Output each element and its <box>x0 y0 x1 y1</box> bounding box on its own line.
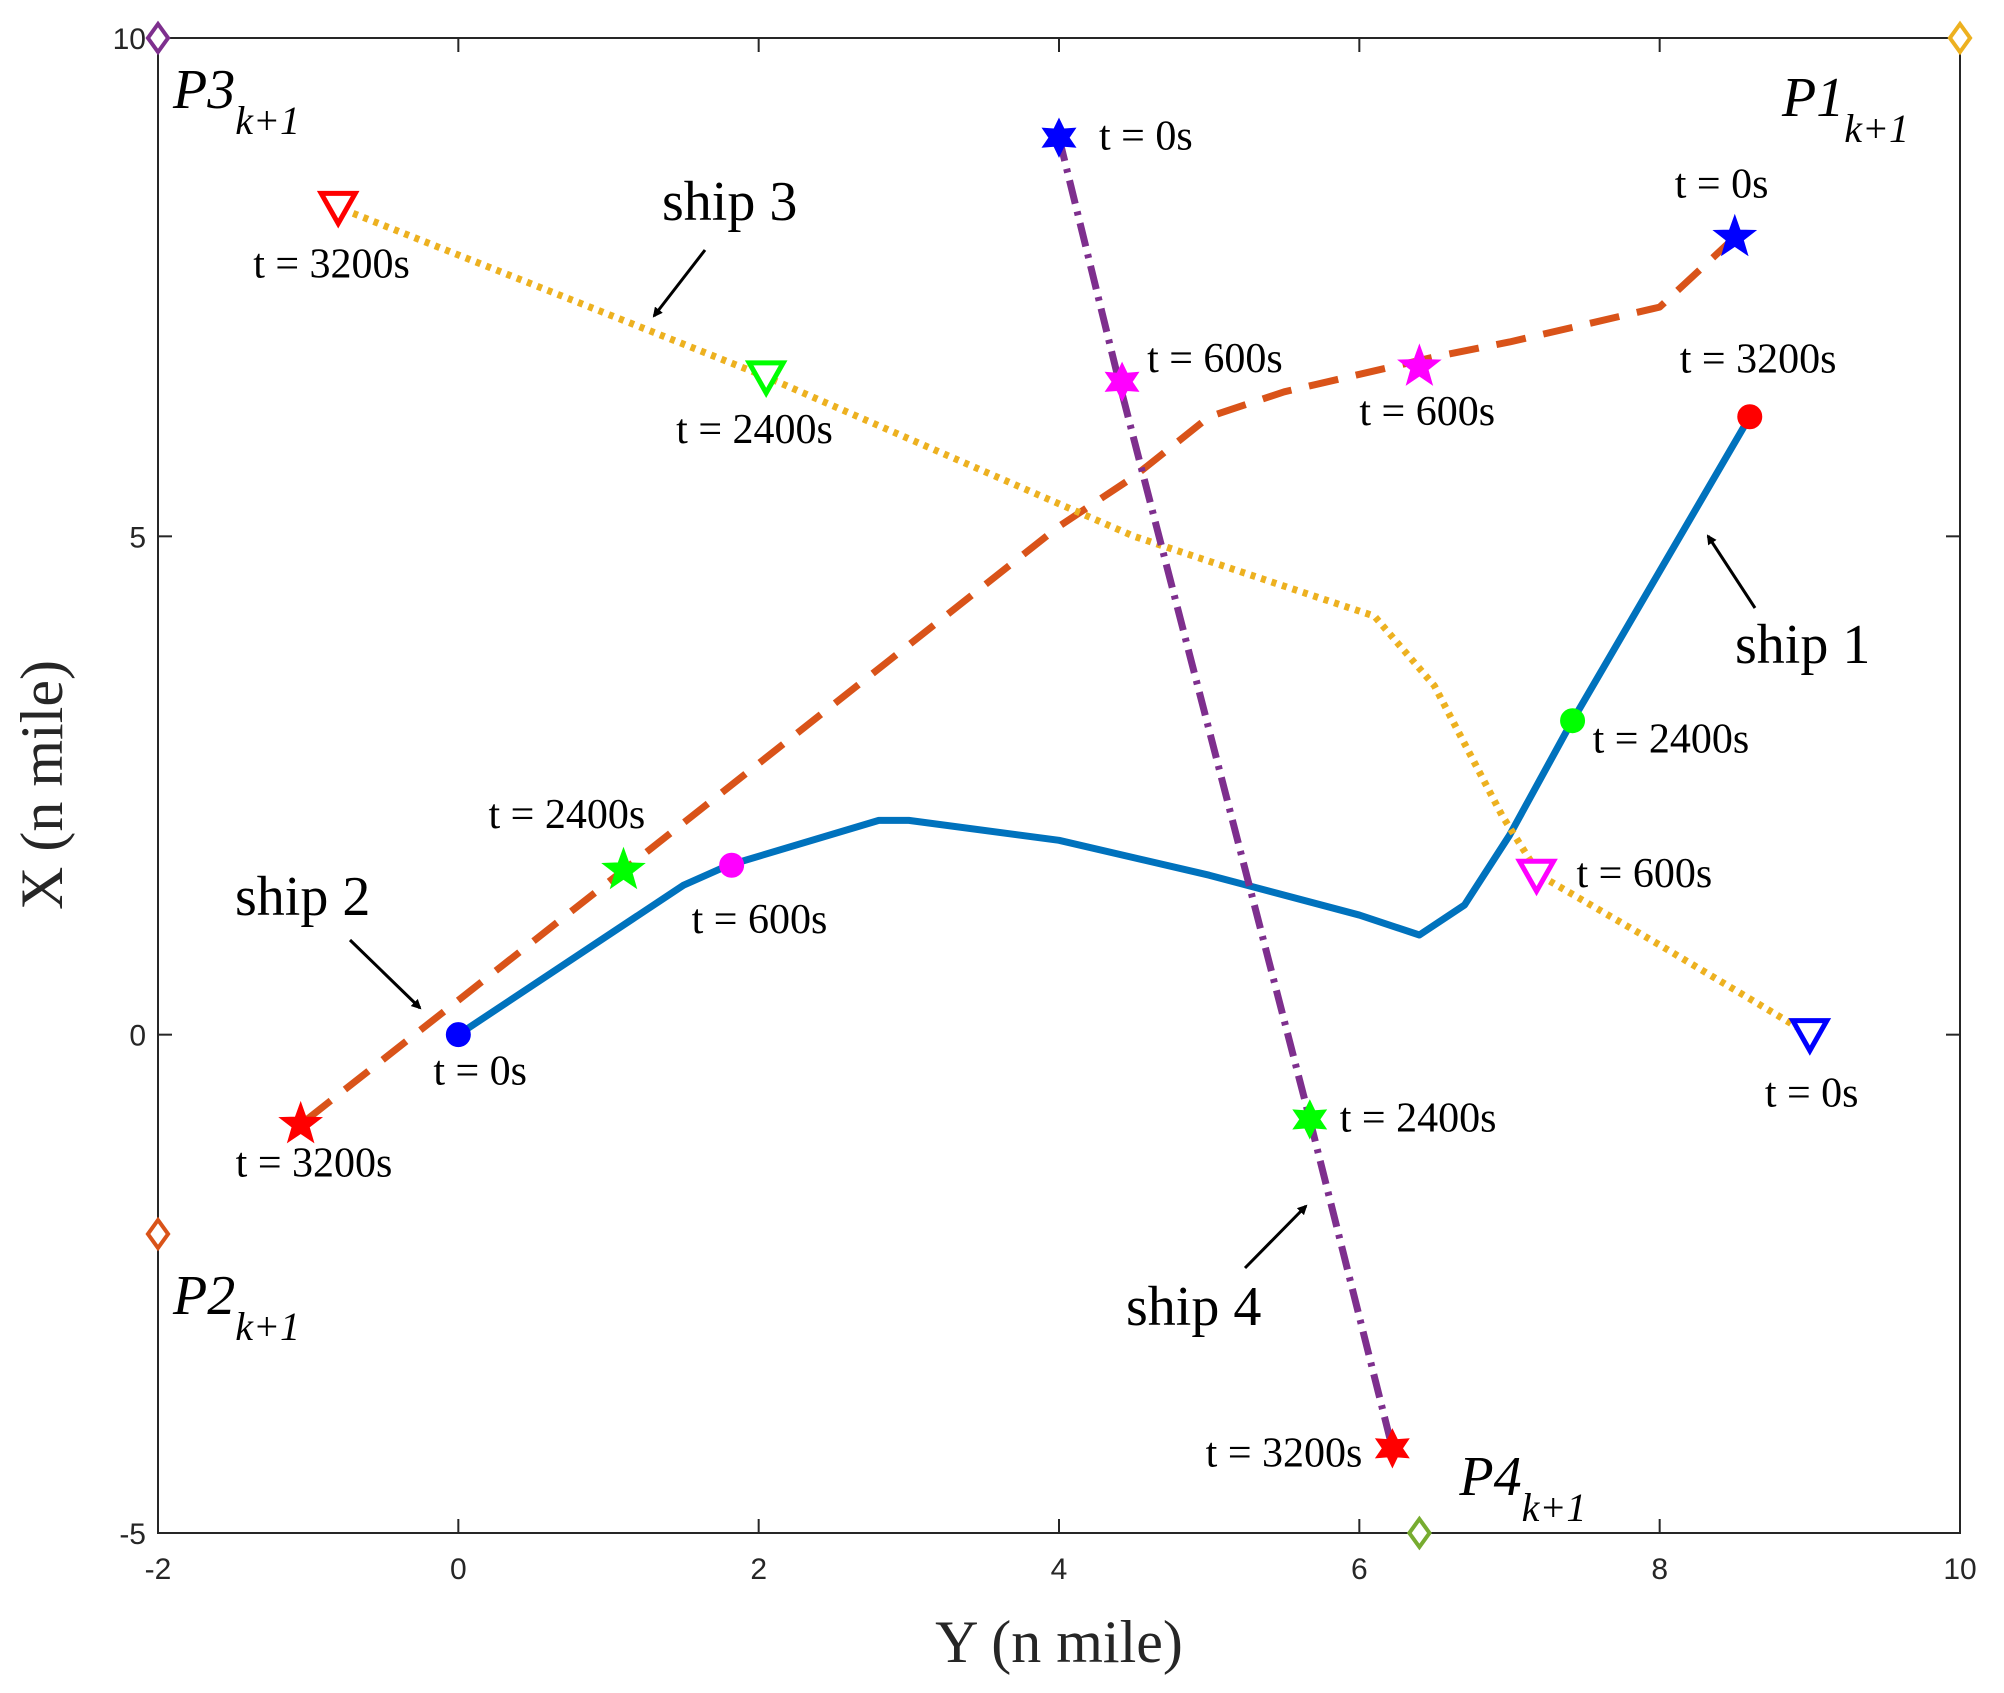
ship-4-time-label: t = 600s <box>1147 336 1283 382</box>
ship-1-label: ship 1 <box>1735 614 1870 676</box>
target-point-subscript: k+1 <box>235 1304 300 1349</box>
x-tick-label: -2 <box>145 1553 172 1586</box>
x-tick-label: 10 <box>1943 1553 1976 1586</box>
ship-2-marker <box>278 1100 324 1144</box>
time-markers <box>278 117 1832 1469</box>
ship-2-time-label: t = 3200s <box>236 1140 393 1186</box>
ship-2-time-label: t = 0s <box>1675 161 1769 207</box>
target-point-p3-label: P3k+1 <box>172 59 300 143</box>
target-point-name: P1 <box>1781 67 1844 129</box>
x-tick-label: 8 <box>1651 1553 1668 1586</box>
ship-2-time-label: t = 600s <box>1359 389 1495 435</box>
ship-2-arrow <box>348 938 422 1010</box>
ship-1-marker <box>445 1022 471 1048</box>
target-point-name: P2 <box>172 1265 235 1327</box>
ship-3-label: ship 3 <box>662 171 797 233</box>
ship-4-arrow <box>1243 1204 1308 1270</box>
ship-3-arrow <box>652 249 707 318</box>
ship-1-time-label: t = 2400s <box>1593 717 1750 763</box>
y-tick-label: -5 <box>119 1518 146 1551</box>
ship-1-time-label: t = 0s <box>433 1049 527 1095</box>
target-point-p1-label: P1k+1 <box>1781 67 1909 151</box>
ship-3-marker <box>1515 858 1558 897</box>
ship-4-time-label: t = 0s <box>1099 114 1193 160</box>
target-point-p4-diamond <box>1406 1515 1432 1551</box>
target-point-subscript: k+1 <box>1522 1485 1587 1530</box>
ship-3-time-label: t = 600s <box>1577 851 1713 897</box>
ship-1-time-label: t = 3200s <box>1680 337 1837 383</box>
ship-1-marker <box>719 852 745 878</box>
ship-2-label: ship 2 <box>235 866 370 928</box>
annotations: t = 0s t = 600s t = 2400s t = 3200s t = 0s t … <box>235 114 1870 1477</box>
ship-3-marker <box>316 190 360 229</box>
target-point-p3-diamond <box>145 20 171 56</box>
ship-3-marker <box>744 360 788 398</box>
ship-4-marker <box>1374 1428 1410 1469</box>
x-axis-label: Y (n mile) <box>935 1609 1183 1675</box>
ship-2-marker <box>601 846 646 890</box>
target-point-subscript: k+1 <box>1844 106 1909 151</box>
ship-2-trajectory <box>298 234 1738 1128</box>
ship-3-trajectory <box>336 204 1812 1038</box>
y-tick-label: 10 <box>113 23 146 56</box>
ship-1-marker <box>1737 404 1763 430</box>
target-point-p2-label: P2k+1 <box>172 1265 300 1349</box>
x-tick-label: 4 <box>1051 1553 1068 1586</box>
ship-2-marker <box>1712 213 1758 257</box>
ship-3-time-label: t = 3200s <box>253 241 410 287</box>
ship-4-marker <box>1041 117 1077 158</box>
axis-tick-labels: -2 0 2 4 6 8 10 -5 0 5 10 <box>113 23 1977 1586</box>
y-tick-label: 5 <box>129 521 146 554</box>
ship-3-time-label: t = 0s <box>1765 1071 1859 1117</box>
target-point-p1-diamond <box>1947 20 1973 56</box>
ship-2-time-label: t = 2400s <box>489 792 646 838</box>
ship-3-marker <box>1788 1018 1832 1056</box>
ship-4-time-label: t = 2400s <box>1340 1095 1497 1141</box>
ship-1-time-label: t = 600s <box>692 897 828 943</box>
x-tick-label: 0 <box>450 1553 467 1586</box>
ship-4-time-label: t = 3200s <box>1206 1430 1363 1476</box>
target-point-p2-diamond <box>145 1216 171 1252</box>
ship-1-marker <box>1560 708 1586 734</box>
ship-4-label: ship 4 <box>1126 1276 1261 1338</box>
target-point-name: P3 <box>172 59 235 121</box>
x-tick-label: 2 <box>750 1553 767 1586</box>
ship-1-arrow <box>1706 534 1757 609</box>
y-axis-label: X (n mile) <box>9 660 75 910</box>
target-point-name: P4 <box>1458 1446 1521 1508</box>
y-tick-label: 0 <box>129 1020 146 1053</box>
target-point-p4-label: P4k+1 <box>1458 1446 1586 1530</box>
target-point-subscript: k+1 <box>235 98 300 143</box>
ship-2-marker <box>1397 343 1442 386</box>
x-tick-label: 6 <box>1351 1553 1368 1586</box>
ship-4-marker <box>1292 1099 1328 1140</box>
ship-4-trajectory <box>1055 136 1396 1450</box>
plot-area <box>157 37 1961 1534</box>
ship-4-marker <box>1104 361 1140 402</box>
ship-3-time-label: t = 2400s <box>676 407 833 453</box>
